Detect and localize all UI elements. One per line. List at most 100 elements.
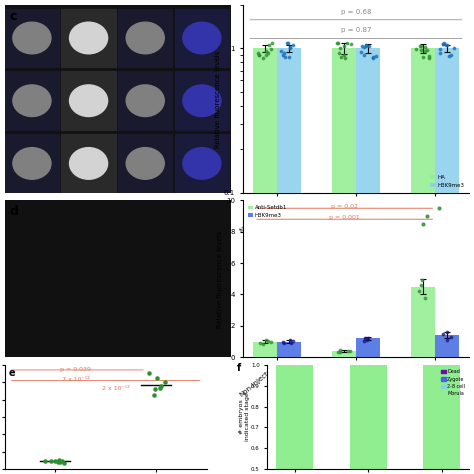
Point [343,40,350,47]
Point [447,51,455,59]
Point [418,277,425,284]
Point [286,43,294,51]
Point [446,52,453,59]
Point [417,46,424,54]
Point [439,40,447,48]
Bar [277,48,301,474]
Point [56,459,64,466]
Bar [175,9,229,67]
Y-axis label: # embryos
indicated stage: # embryos indicated stage [239,392,249,441]
Point [337,348,344,356]
Point [423,46,431,53]
Point [289,41,297,49]
Bar [5,71,59,130]
Point [358,42,366,49]
Point [450,44,457,52]
Bar [411,48,435,474]
Point [161,378,168,386]
Point [419,220,427,228]
Circle shape [70,85,108,117]
Bar [356,338,380,357]
Point [419,53,427,60]
Circle shape [183,85,221,117]
Circle shape [126,22,164,54]
Bar [118,71,173,130]
Point [267,46,274,53]
Point [341,54,348,62]
Bar [118,134,173,193]
Point [290,337,297,345]
Point [52,457,59,465]
Bar [356,48,380,474]
Bar [62,71,116,130]
Point [362,42,370,49]
Point [360,51,368,59]
Legend: Dead, Zygote, 2-8 cell, Morula: Dead, Zygote, 2-8 cell, Morula [439,367,467,398]
Circle shape [13,22,51,54]
Point [259,340,267,348]
Bar [175,134,229,193]
Point [264,337,272,345]
Point [279,52,287,59]
Circle shape [126,147,164,179]
Point [365,335,372,342]
Legend: HA, H3K9me3: HA, H3K9me3 [428,173,466,190]
Point [264,50,272,57]
Point [372,53,379,60]
Text: c: c [9,10,17,23]
Point [285,53,292,61]
Point [417,42,424,49]
Point [156,384,164,392]
Point [439,40,447,48]
Point [447,333,455,341]
Point [444,328,451,336]
Point [357,48,365,56]
Point [361,43,368,50]
Bar [332,351,356,357]
Point [360,337,368,345]
Bar [253,342,277,357]
Point [280,49,288,57]
Point [287,339,295,346]
Point [417,281,424,289]
Bar [411,287,435,357]
Point [55,456,63,464]
Point [345,347,352,355]
Point [47,457,55,465]
Bar [350,365,387,469]
Point [265,41,273,48]
Point [286,336,294,344]
Point [282,54,289,61]
Text: p = 0.02: p = 0.02 [331,203,358,209]
Point [417,42,424,50]
Point [255,51,263,59]
Bar [276,365,313,474]
Point [58,457,65,465]
Circle shape [70,147,108,179]
Bar [62,134,116,193]
Bar [435,335,459,357]
Point [362,336,369,343]
Point [363,336,371,344]
Point [279,338,287,346]
Circle shape [70,22,108,54]
Point [151,385,159,393]
Point [439,330,447,337]
Point [426,54,433,62]
Point [425,53,433,60]
Bar [175,71,229,130]
Circle shape [126,85,164,117]
Point [284,39,292,46]
Point [150,392,157,399]
Point [257,339,264,347]
Point [268,39,276,46]
Point [281,340,288,347]
Text: d: d [9,205,18,218]
Bar [435,48,459,474]
Point [436,50,444,57]
Y-axis label: Relative fluorescence levels: Relative fluorescence levels [215,50,221,147]
Bar [5,9,59,67]
Point [153,374,161,382]
Point [337,53,345,61]
Point [423,212,431,220]
